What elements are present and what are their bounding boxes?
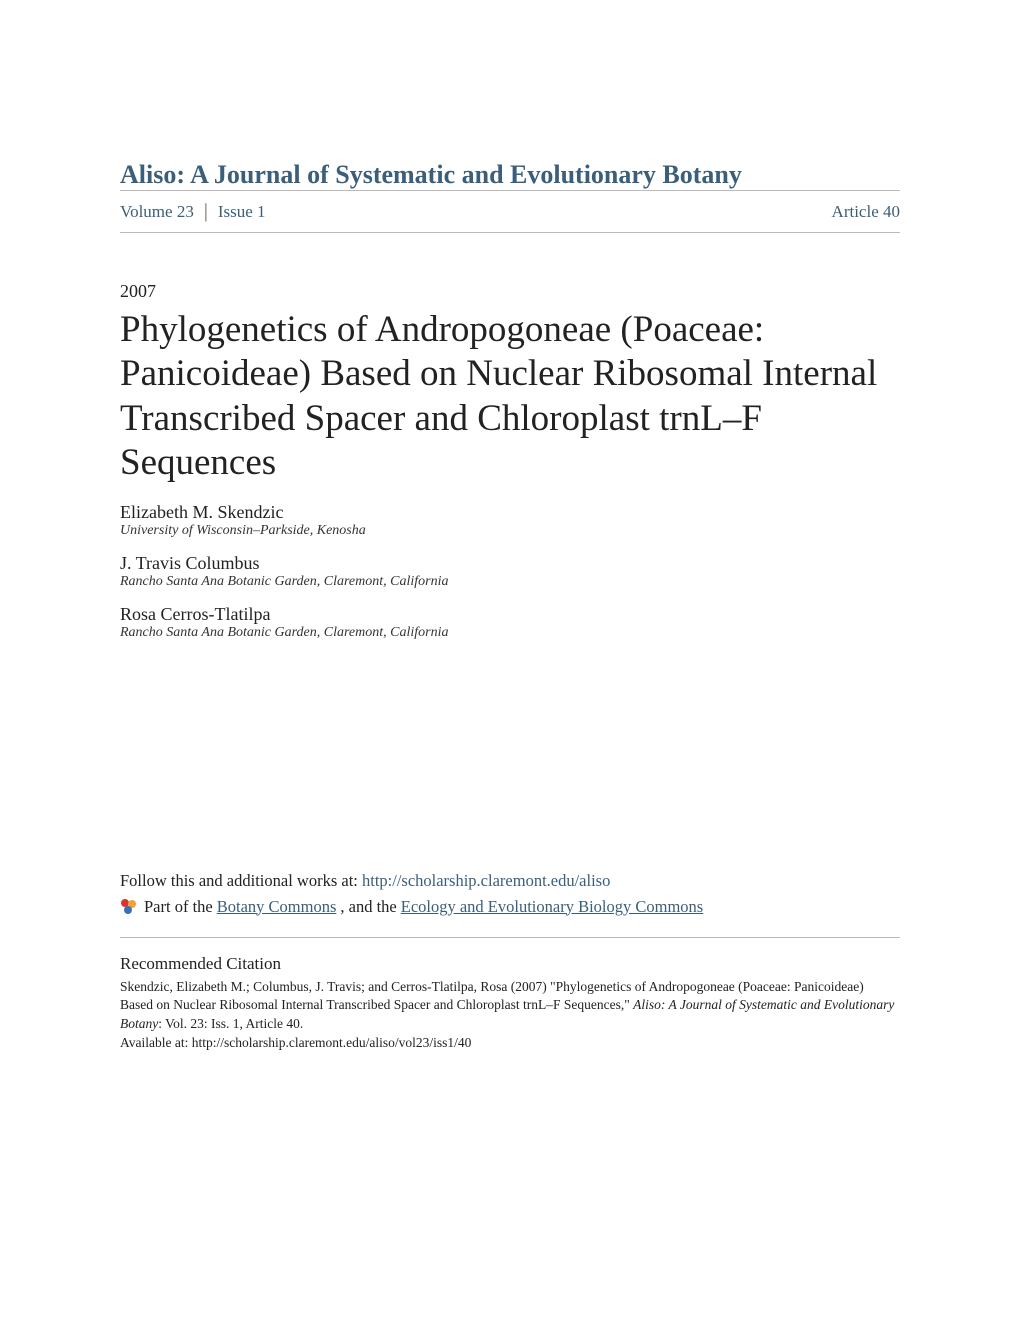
- partof-mid: , and the: [340, 897, 396, 917]
- partof-prefix: Part of the: [144, 897, 213, 917]
- citation-post: : Vol. 23: Iss. 1, Article 40.: [158, 1016, 303, 1031]
- partof-line: Part of the Botany Commons, and the Ecol…: [120, 897, 900, 917]
- author-name: J. Travis Columbus: [120, 553, 900, 574]
- author-affiliation: University of Wisconsin–Parkside, Kenosh…: [120, 523, 900, 539]
- author-affiliation: Rancho Santa Ana Botanic Garden, Claremo…: [120, 625, 900, 641]
- author-block-1: J. Travis Columbus Rancho Santa Ana Bota…: [120, 553, 900, 590]
- breadcrumb-divider: |: [204, 201, 208, 221]
- journal-title-link[interactable]: Aliso: A Journal of Systematic and Evolu…: [120, 160, 742, 189]
- citation-available-at: Available at: http://scholarship.claremo…: [120, 1035, 471, 1050]
- article-link[interactable]: Article 40: [832, 202, 900, 222]
- author-block-0: Elizabeth M. Skendzic University of Wisc…: [120, 502, 900, 539]
- citation-text: Skendzic, Elizabeth M.; Columbus, J. Tra…: [120, 978, 900, 1054]
- publication-year: 2007: [120, 281, 900, 302]
- author-name: Elizabeth M. Skendzic: [120, 502, 900, 523]
- author-affiliation: Rancho Santa Ana Botanic Garden, Claremo…: [120, 574, 900, 590]
- bottom-section: Follow this and additional works at: htt…: [120, 871, 900, 1054]
- ecology-commons-link[interactable]: Ecology and Evolutionary Biology Commons: [401, 897, 703, 917]
- author-block-2: Rosa Cerros-Tlatilpa Rancho Santa Ana Bo…: [120, 604, 900, 641]
- follow-url-link[interactable]: http://scholarship.claremont.edu/aliso: [362, 871, 610, 890]
- breadcrumb: Volume 23 | Issue 1 Article 40: [120, 191, 900, 232]
- rule-bottom: [120, 232, 900, 233]
- issue-link[interactable]: Issue 1: [218, 202, 266, 222]
- breadcrumb-left: Volume 23 | Issue 1: [120, 201, 266, 222]
- article-title: Phylogenetics of Andropogoneae (Poaceae:…: [120, 308, 900, 486]
- network-icon: [120, 898, 138, 916]
- follow-prefix: Follow this and additional works at:: [120, 871, 362, 890]
- author-name: Rosa Cerros-Tlatilpa: [120, 604, 900, 625]
- rule-citation: [120, 937, 900, 938]
- follow-line: Follow this and additional works at: htt…: [120, 871, 900, 891]
- recommended-citation-heading: Recommended Citation: [120, 954, 900, 974]
- botany-commons-link[interactable]: Botany Commons: [217, 897, 337, 917]
- volume-link[interactable]: Volume 23: [120, 202, 194, 222]
